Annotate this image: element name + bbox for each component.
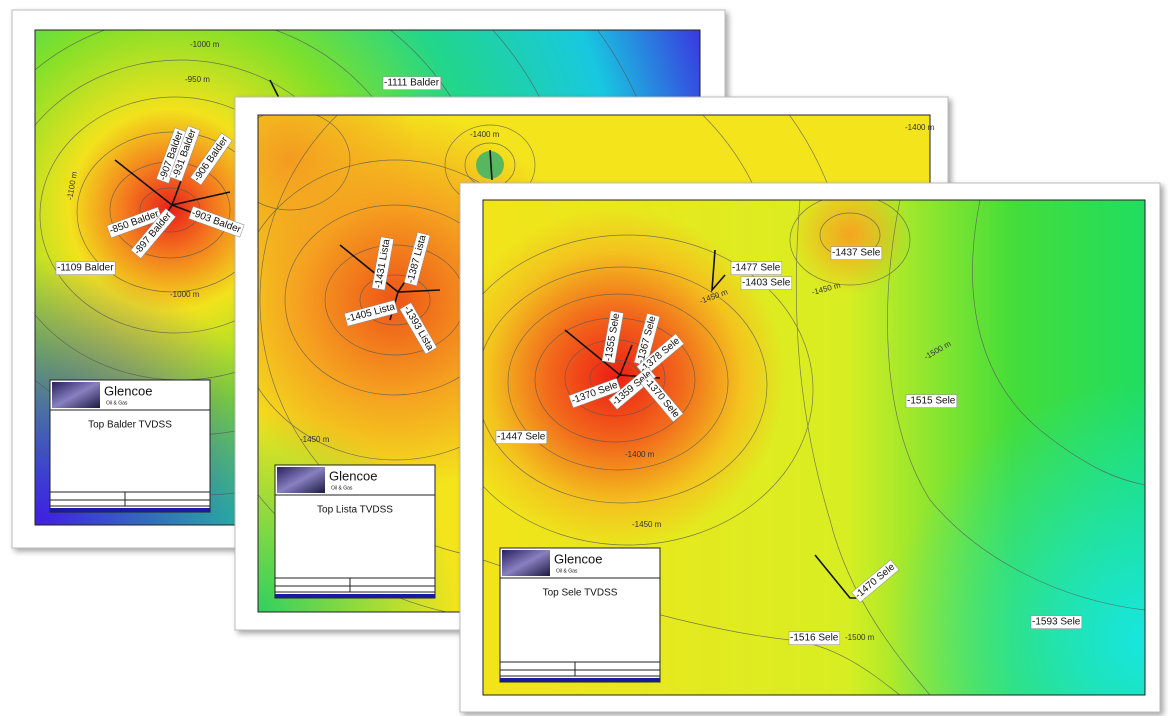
- contour-label: -1450 m: [300, 435, 330, 444]
- well-label-text: -1516 Sele: [790, 633, 839, 644]
- well-label-text: -1515 Sele: [907, 396, 956, 407]
- logo-subtitle: Oil & Gas: [331, 485, 353, 491]
- well-label: -1477 Sele: [730, 261, 783, 275]
- label-box: [905, 394, 958, 408]
- well-label: -1109 Balder: [55, 261, 116, 275]
- map-title: Top Lista TVDSS: [317, 505, 393, 516]
- well-label-text: -1403 Sele: [742, 278, 791, 289]
- label-box: [730, 261, 783, 275]
- label-box: [640, 374, 684, 423]
- map-title: Top Sele TVDSS: [543, 588, 618, 599]
- well-label: -1403 Sele: [740, 276, 793, 290]
- label-box: [851, 559, 900, 603]
- label-box: [495, 430, 548, 444]
- label-box: [568, 377, 622, 409]
- label-box: [1030, 615, 1083, 629]
- well-label: -1437 Sele: [830, 246, 883, 260]
- title-block: [49, 379, 211, 513]
- sheet: [459, 182, 1161, 713]
- title-block: [274, 464, 436, 599]
- logo-name: Glencoe: [329, 468, 377, 483]
- contour-label: -1400 m: [625, 450, 655, 459]
- map-title: Top Balder TVDSS: [88, 420, 172, 431]
- contour-label: -1400 m: [905, 123, 935, 132]
- label-box: [608, 366, 657, 410]
- label-box: [190, 132, 233, 186]
- label-box: [403, 231, 431, 287]
- well-label: -1515 Sele: [905, 394, 958, 408]
- label-box: [55, 261, 116, 275]
- title-block: [499, 547, 661, 683]
- well-label-text: -1477 Sele: [732, 263, 781, 274]
- logo-subtitle: Oil & Gas: [106, 400, 128, 406]
- logo-name: Glencoe: [554, 551, 602, 566]
- label-box: [106, 206, 163, 239]
- contour-label: -1500 m: [845, 633, 875, 642]
- label-box: [788, 631, 841, 645]
- well-label: -1447 Sele: [495, 430, 548, 444]
- label-box: [399, 302, 438, 355]
- contour-label: -1450 m: [632, 520, 662, 529]
- label-box: [169, 125, 201, 182]
- label-box: [130, 208, 177, 259]
- label-box: [601, 310, 624, 364]
- well-label: -1593 Sele: [1030, 615, 1083, 629]
- well-label: -1111 Balder: [382, 76, 441, 90]
- label-box: [344, 299, 399, 327]
- contour-label: -1000 m: [170, 290, 200, 299]
- label-box: [636, 333, 685, 377]
- label-box: [740, 276, 793, 290]
- label-box: [371, 236, 395, 291]
- well-label-text: -1447 Sele: [497, 432, 546, 443]
- logo-name: Glencoe: [104, 383, 152, 398]
- well-label-text: -1593 Sele: [1032, 617, 1081, 628]
- label-box: [188, 206, 245, 238]
- well-label-text: -1111 Balder: [384, 78, 440, 89]
- label-box: [382, 76, 441, 90]
- well-label-text: -1109 Balder: [57, 263, 114, 274]
- contour-label: -1000 m: [190, 40, 220, 49]
- label-box: [830, 246, 883, 260]
- contour-label: -950 m: [185, 75, 210, 84]
- logo-subtitle: Oil & Gas: [556, 568, 578, 574]
- well-label-text: -1437 Sele: [832, 248, 881, 259]
- contour-label: -1400 m: [470, 130, 500, 139]
- well-label: -1516 Sele: [788, 631, 841, 645]
